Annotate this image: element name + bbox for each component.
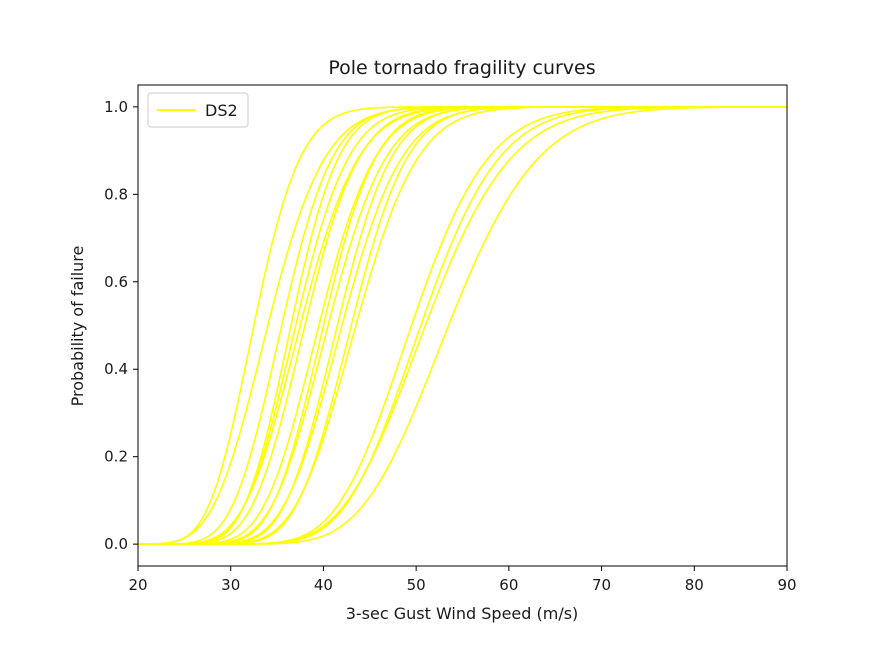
fragility-curve-6	[138, 106, 787, 545]
fragility-curve-16	[138, 106, 787, 545]
legend: DS2	[147, 92, 249, 128]
fragility-curve-11	[138, 106, 787, 545]
x-axis-label: 3-sec Gust Wind Speed (m/s)	[346, 604, 579, 623]
fragility-curve-3	[138, 106, 787, 545]
fragility-curve-9	[138, 106, 787, 545]
fragility-curve-1	[138, 106, 787, 545]
fragility-curve-15	[138, 106, 787, 545]
y-tick-label: 1.0	[104, 98, 128, 116]
x-tick-label: 70	[592, 576, 611, 594]
x-tick-label: 90	[777, 576, 796, 594]
x-tick-label: 50	[407, 576, 426, 594]
fragility-curve-2	[137, 106, 787, 545]
y-tick-label: 0.8	[104, 185, 128, 203]
legend-box	[147, 92, 249, 128]
y-axis-label: Probability of failure	[68, 246, 87, 407]
x-tick-label: 40	[314, 576, 333, 594]
fragility-curve-14	[138, 106, 787, 545]
fragility-curve-10	[138, 106, 787, 545]
x-tick-label: 30	[221, 576, 240, 594]
x-axis-ticks: 20 30 40 50 60 70 80 90	[128, 566, 797, 594]
legend-label-ds2: DS2	[205, 101, 238, 120]
fragility-curve-18	[138, 106, 787, 545]
y-tick-label: 0.4	[104, 360, 128, 378]
fragility-curve-5	[138, 106, 787, 545]
chart-title: Pole tornado fragility curves	[328, 57, 595, 79]
fragility-curve-17	[138, 106, 788, 545]
fragility-curve-8	[138, 106, 787, 545]
curves-group	[137, 106, 788, 545]
x-tick-label: 20	[128, 576, 147, 594]
fragility-curve-7	[138, 106, 787, 545]
y-axis-ticks: 0.0 0.2 0.4 0.6 0.8 1.0	[104, 98, 138, 553]
x-tick-label: 80	[685, 576, 704, 594]
fragility-curve-12	[138, 106, 787, 545]
plot-frame	[137, 84, 788, 567]
y-tick-label: 0.2	[104, 448, 128, 466]
y-tick-label: 0.6	[104, 273, 128, 291]
y-tick-label: 0.0	[104, 535, 128, 553]
x-tick-label: 60	[499, 576, 518, 594]
fragility-curve-4	[138, 106, 787, 545]
fragility-curve-13	[138, 106, 787, 545]
